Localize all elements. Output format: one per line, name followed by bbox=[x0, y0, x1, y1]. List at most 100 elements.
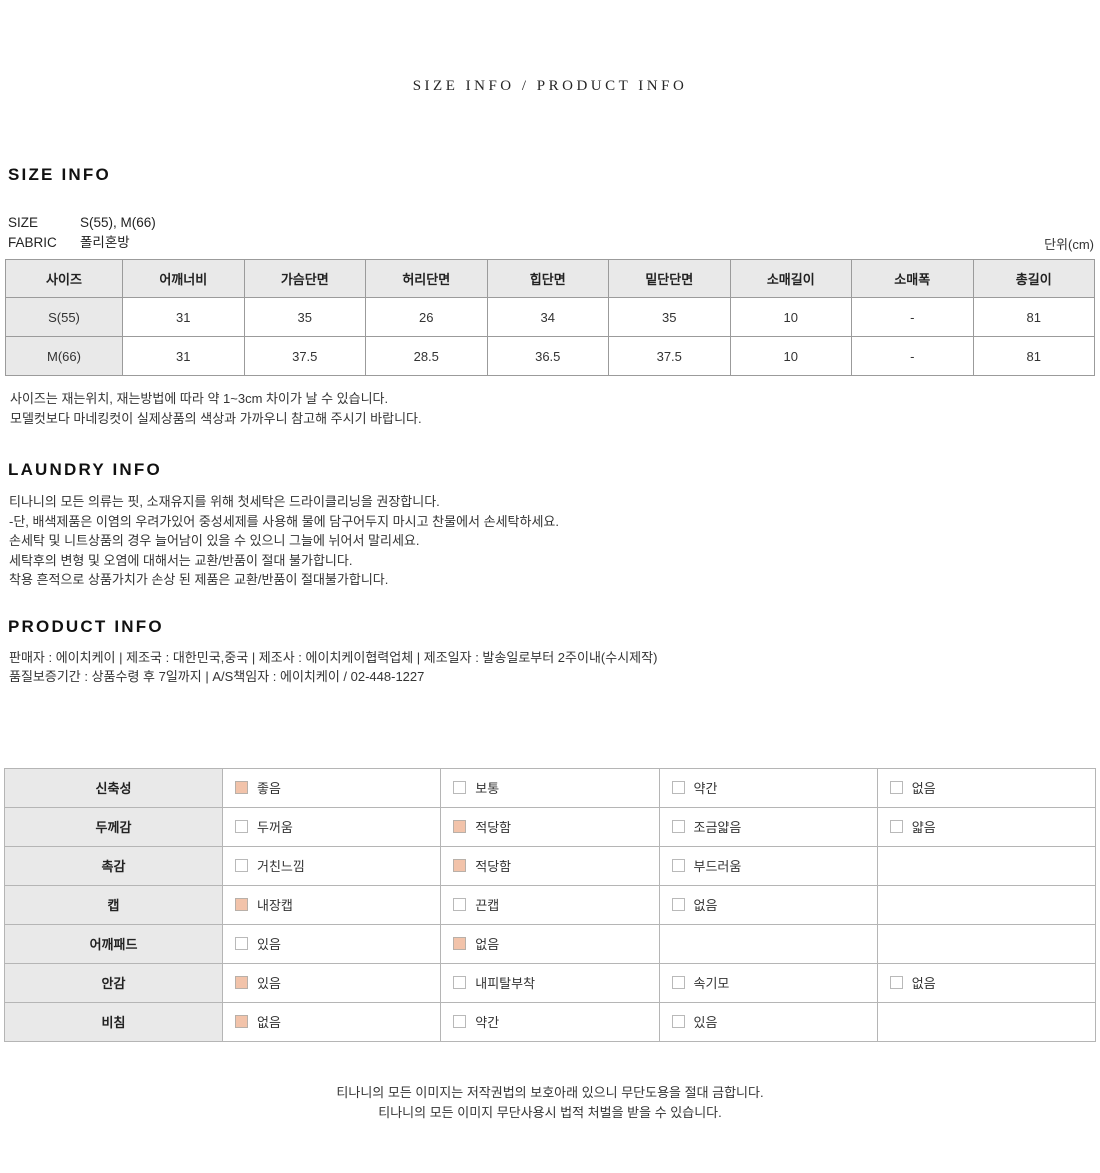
attribute-option-cell: 적당함 bbox=[440, 845, 660, 886]
attribute-option: 없음 bbox=[235, 1012, 281, 1031]
attribute-option-label: 적당함 bbox=[475, 820, 512, 835]
attribute-option: 내피탈부착 bbox=[453, 973, 535, 992]
attribute-option-cell: 부드러움 bbox=[658, 845, 878, 886]
footer-line: 티나니의 모든 이미지는 저작권법의 보호아래 있으니 무단도용을 절대 금합니… bbox=[336, 1084, 764, 1100]
size-column-header: 밑단단면 bbox=[608, 259, 731, 298]
attribute-option: 없음 bbox=[889, 973, 936, 992]
attribute-option-cell: 두꺼움 bbox=[221, 806, 442, 847]
product-line: 품질보증기간 : 상품수령 후 7일까지 | A/S책임자 : 에이치케이 / … bbox=[9, 669, 425, 684]
product-info-heading: PRODUCT INFO bbox=[8, 616, 164, 636]
checkbox-unchecked-icon bbox=[235, 937, 248, 950]
attribute-option-label: 없음 bbox=[911, 976, 936, 991]
attribute-option-label: 부드러움 bbox=[693, 859, 742, 874]
copyright-footer: 티나니의 모든 이미지는 저작권법의 보호아래 있으니 무단도용을 절대 금합니… bbox=[0, 1083, 1100, 1123]
size-cell: 37.5 bbox=[608, 336, 731, 376]
attribute-option: 거친느낌 bbox=[235, 856, 305, 875]
attribute-option-cell: 없음 bbox=[876, 767, 1097, 808]
attribute-label: 비침 bbox=[4, 1001, 223, 1042]
attribute-option-cell: 있음 bbox=[658, 1001, 878, 1042]
size-table-body: S(55) 31 35 26 34 35 10-81 M(66) 31 37.5 28.5 36.5 3… bbox=[5, 297, 1095, 376]
size-column-header: 힙단면 bbox=[486, 259, 609, 298]
size-cell: 31 bbox=[122, 336, 245, 376]
attribute-option-label: 있음 bbox=[257, 976, 281, 991]
attribute-option-cell bbox=[876, 923, 1097, 964]
size-cell: 35 bbox=[608, 297, 731, 337]
attribute-label: 어깨패드 bbox=[4, 923, 223, 964]
checkbox-checked-icon bbox=[235, 781, 248, 794]
attribute-option-label: 얇음 bbox=[911, 820, 936, 835]
size-row-label: S(55) bbox=[5, 297, 123, 337]
attribute-table-body: 신축성 좋음 보통 약간 없음 두께감 두꺼움 적당함 조금얇음 얇음 촉감 거친느낌 적당함 부드러움 캡… bbox=[4, 767, 1097, 1042]
attribute-option-cell: 없음 bbox=[440, 923, 660, 964]
attribute-option: 두꺼움 bbox=[235, 817, 293, 836]
fabric-meta-row: FABRIC 폴리혼방 bbox=[8, 233, 1100, 253]
attribute-option-cell: 얇음 bbox=[876, 806, 1097, 847]
attribute-option-cell: 약간 bbox=[440, 1001, 660, 1042]
attribute-option-cell: 약간 bbox=[658, 767, 878, 808]
size-table-row: M(66) 31 37.5 28.5 36.5 37.5 10-81 bbox=[5, 336, 1095, 376]
checkbox-checked-icon bbox=[235, 976, 248, 989]
attribute-option-cell bbox=[876, 1001, 1097, 1042]
attribute-option-cell: 내피탈부착 bbox=[440, 962, 660, 1003]
checkbox-unchecked-icon bbox=[671, 1015, 685, 1028]
size-column-header: 허리단면 bbox=[365, 259, 488, 298]
attribute-option-label: 보통 bbox=[475, 781, 500, 796]
attribute-option-cell bbox=[658, 923, 878, 964]
checkbox-checked-icon bbox=[453, 859, 467, 872]
attribute-option-cell: 보통 bbox=[440, 767, 660, 808]
size-column-header: 사이즈 bbox=[5, 259, 123, 298]
attribute-option-label: 없음 bbox=[257, 1015, 281, 1030]
fabric-value: 폴리혼방 bbox=[80, 235, 130, 250]
size-cell: 10 bbox=[729, 297, 852, 337]
attribute-option-cell: 없음 bbox=[221, 1001, 442, 1042]
attribute-option: 없음 bbox=[453, 934, 499, 953]
checkbox-checked-icon bbox=[453, 820, 467, 833]
size-cell: 81 bbox=[972, 297, 1095, 337]
attribute-option: 있음 bbox=[671, 1012, 717, 1031]
attribute-option: 약간 bbox=[453, 1012, 499, 1031]
attribute-row: 안감 있음 내피탈부착 속기모 없음 bbox=[4, 962, 1097, 1003]
attribute-option-label: 좋음 bbox=[257, 781, 281, 796]
size-note-line: 모델컷보다 마네킹컷이 실제상품의 색상과 가까우니 참고해 주시기 바랍니다. bbox=[10, 411, 422, 426]
size-cell: 26 bbox=[365, 297, 488, 337]
size-column-header: 가슴단면 bbox=[243, 259, 366, 298]
checkbox-checked-icon bbox=[453, 937, 467, 950]
laundry-line: 티나니의 모든 의류는 핏, 소재유지를 위해 첫세탁은 드라이클리닝을 권장합… bbox=[9, 494, 440, 509]
checkbox-unchecked-icon bbox=[453, 1015, 467, 1028]
size-table-header-row: 사이즈 어깨너비 가슴단면 허리단면 힙단면 밑단단면 소매길이 소매폭 총길이 bbox=[5, 259, 1095, 298]
attribute-option-cell: 끈캡 bbox=[440, 884, 660, 925]
attribute-option-label: 내장캡 bbox=[257, 898, 293, 913]
checkbox-checked-icon bbox=[235, 1015, 248, 1028]
product-line: 판매자 : 에이치케이 | 제조국 : 대한민국,중국 | 제조사 : 에이치케… bbox=[9, 649, 658, 665]
attribute-option-cell: 조금얇음 bbox=[658, 806, 878, 847]
attribute-option-cell: 적당함 bbox=[440, 806, 660, 847]
attribute-option-label: 있음 bbox=[257, 937, 281, 952]
attribute-row: 어깨패드 있음 없음 bbox=[4, 923, 1097, 964]
size-table: 사이즈 어깨너비 가슴단면 허리단면 힙단면 밑단단면 소매길이 소매폭 총길이 S(55) 31… bbox=[5, 259, 1095, 376]
attribute-option-label: 없음 bbox=[693, 898, 718, 913]
size-cell: - bbox=[851, 297, 974, 337]
fabric-label: FABRIC bbox=[8, 235, 57, 250]
checkbox-unchecked-icon bbox=[889, 820, 903, 833]
checkbox-unchecked-icon bbox=[453, 898, 467, 911]
laundry-line: 손세탁 및 니트상품의 경우 늘어남이 있을 수 있으니 그늘에 뉘어서 말리세… bbox=[9, 533, 420, 548]
attribute-option-label: 내피탈부착 bbox=[475, 976, 536, 991]
laundry-line: 세탁후의 변형 및 오염에 대해서는 교환/반품이 절대 불가합니다. bbox=[9, 552, 353, 568]
size-notes: 사이즈는 재는위치, 재는방법에 따라 약 1~3cm 차이가 날 수 있습니다… bbox=[0, 389, 1100, 429]
attribute-label: 촉감 bbox=[4, 845, 223, 886]
attribute-row: 캡 내장캡 끈캡 없음 bbox=[4, 884, 1097, 925]
laundry-lines: 티나니의 모든 의류는 핏, 소재유지를 위해 첫세탁은 드라이클리닝을 권장합… bbox=[0, 492, 1100, 590]
checkbox-unchecked-icon bbox=[671, 859, 685, 872]
attribute-label: 안감 bbox=[4, 962, 223, 1003]
attribute-option-label: 없음 bbox=[475, 937, 500, 952]
product-lines: 판매자 : 에이치케이 | 제조국 : 대한민국,중국 | 제조사 : 에이치케… bbox=[0, 648, 1100, 687]
size-label: SIZE bbox=[8, 215, 39, 230]
attribute-option: 얇음 bbox=[889, 817, 936, 836]
checkbox-checked-icon bbox=[235, 898, 248, 911]
attribute-option-cell: 있음 bbox=[221, 923, 442, 964]
checkbox-unchecked-icon bbox=[453, 976, 467, 989]
size-cell: 28.5 bbox=[365, 336, 488, 376]
footer-line: 티나니의 모든 이미지 무단사용시 법적 처벌을 받을 수 있습니다. bbox=[378, 1104, 722, 1120]
attribute-option-label: 끈캡 bbox=[475, 898, 500, 913]
size-column-header: 소매폭 bbox=[851, 259, 974, 298]
